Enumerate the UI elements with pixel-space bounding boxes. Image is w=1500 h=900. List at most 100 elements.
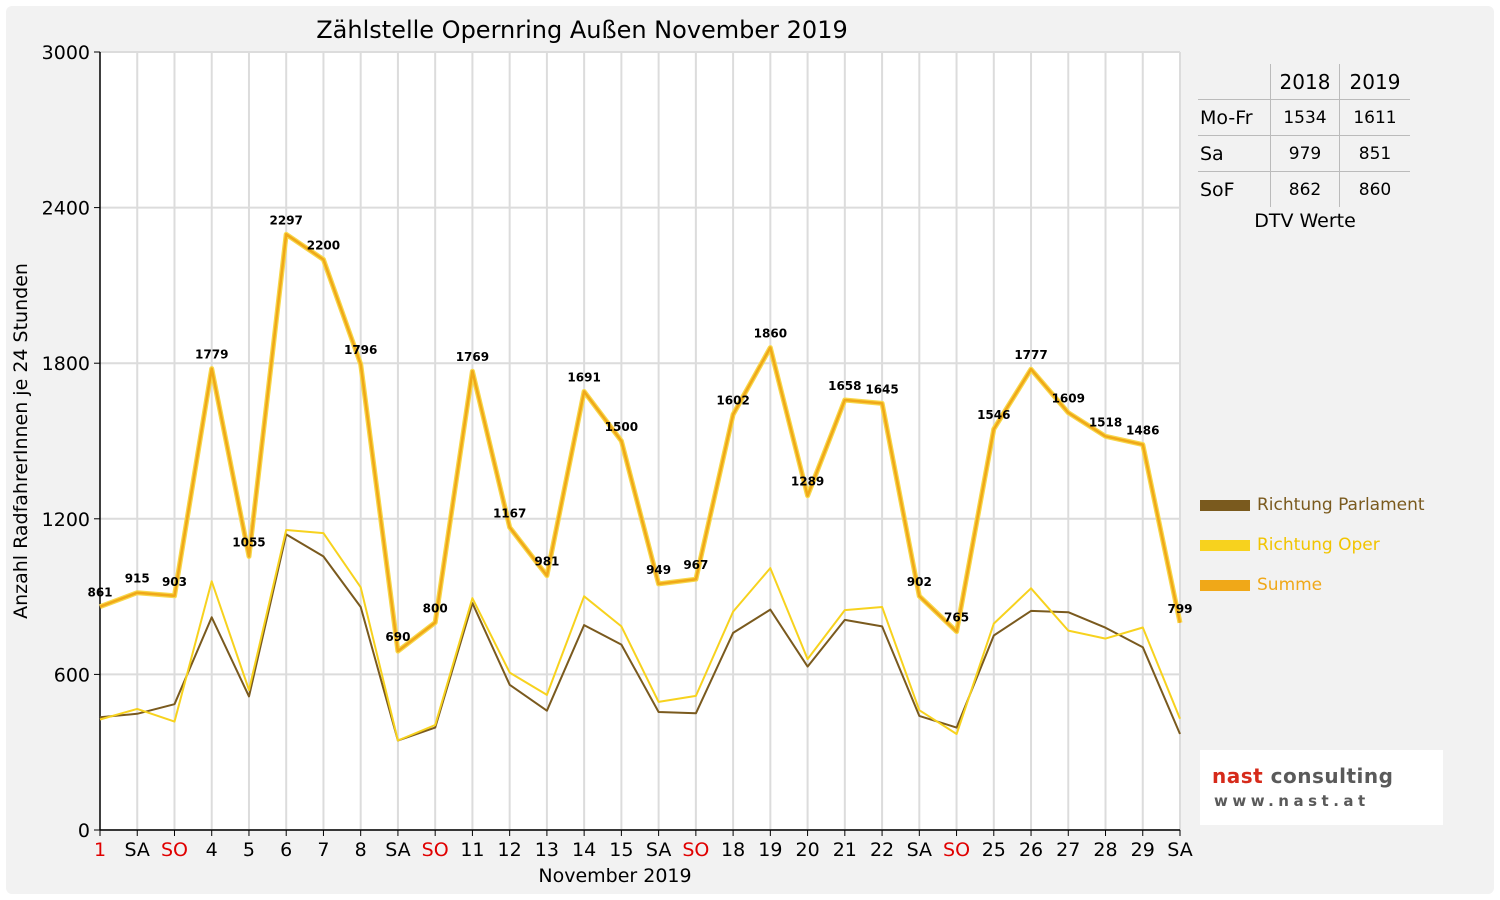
legend-swatch (1200, 499, 1250, 511)
x-tick-label: SA (907, 839, 932, 861)
y-tick-label: 0 (78, 820, 90, 842)
data-label: 1609 (1052, 392, 1085, 406)
data-label: 1500 (605, 420, 638, 434)
data-label: 1691 (567, 370, 600, 384)
legend-item-summe: Summe (1200, 575, 1322, 595)
dtv-row-label: Mo-Fr (1198, 99, 1271, 136)
dtv-header-empty (1198, 64, 1271, 100)
legend-swatch (1200, 579, 1250, 591)
dtv-table: 2018 2019 Mo-Fr 1534 1611 Sa 979 851 SoF… (1198, 64, 1410, 207)
y-tick-label: 1800 (42, 353, 90, 375)
x-tick-label: 26 (1019, 839, 1043, 861)
data-labels: 861 915 903 1779 1055 2297 2200 1796 690 800 1769 1… (87, 213, 1192, 644)
y-axis-label: Anzahl RadfahrerInnen je 24 Stunden (10, 263, 32, 619)
logo-wordmark: nast consulting (1212, 764, 1393, 788)
dtv-row-sa: Sa 979 851 (1198, 135, 1410, 172)
dtv-cell-2019: 851 (1339, 135, 1410, 172)
series-line-2 (99, 233, 1182, 653)
chart-title: Zählstelle Opernring Außen November 2019 (316, 16, 848, 44)
x-tick-label: SO (943, 839, 970, 861)
series-line-0 (99, 533, 1181, 742)
data-label: 861 (87, 586, 112, 600)
x-axis-label: November 2019 (538, 865, 691, 887)
y-tick-label: 1200 (42, 509, 90, 531)
x-tick-label: 6 (280, 839, 292, 861)
x-tick-label: 12 (498, 839, 522, 861)
x-tick-label: 7 (317, 839, 329, 861)
x-tick-label: SA (1167, 839, 1192, 861)
data-label: 1796 (344, 343, 377, 357)
dtv-cell-2019: 860 (1339, 171, 1410, 207)
legend-item-parlament: Richtung Parlament (1200, 495, 1425, 515)
dtv-row-sof: SoF 862 860 (1198, 171, 1410, 207)
data-label: 1860 (754, 327, 787, 341)
data-label: 967 (683, 558, 708, 572)
data-label: 1167 (493, 506, 526, 520)
data-label: 902 (907, 575, 932, 589)
series-line-1 (99, 529, 1181, 742)
dtv-caption: DTV Werte (1254, 210, 1356, 232)
tick-labels: 0 600 1200 1800 2400 3000 1 SA SO 4 5 6 7 8 SA SO 11 12 13… (42, 42, 1193, 861)
legend-item-oper: Richtung Oper (1200, 535, 1380, 555)
x-tick-label: SA (385, 839, 410, 861)
dtv-row-label: Sa (1198, 135, 1271, 172)
y-tick-label: 3000 (42, 42, 90, 64)
data-label: 915 (125, 572, 150, 586)
dtv-header-2018: 2018 (1270, 64, 1340, 100)
data-label: 903 (162, 575, 187, 589)
dtv-row-mofr: Mo-Fr 1534 1611 (1198, 99, 1410, 136)
x-tick-label: 21 (833, 839, 857, 861)
data-label: 1546 (977, 408, 1010, 422)
x-tick-label: 8 (355, 839, 367, 861)
data-label: 2200 (307, 238, 340, 252)
x-tick-label: 15 (609, 839, 633, 861)
x-tick-label: 28 (1093, 839, 1117, 861)
axes (94, 51, 1181, 836)
data-label: 765 (944, 611, 969, 625)
data-label: 1602 (716, 394, 749, 408)
data-label: 1055 (232, 535, 265, 549)
data-label: 1645 (865, 382, 898, 396)
legend-label: Richtung Oper (1257, 535, 1380, 555)
logo-url: www.nast.at (1214, 792, 1370, 810)
x-tick-label: 27 (1056, 839, 1080, 861)
data-label: 800 (423, 602, 448, 616)
x-tick-label: 29 (1131, 839, 1155, 861)
data-label: 799 (1167, 602, 1192, 616)
y-tick-label: 2400 (42, 198, 90, 220)
plot-area (100, 52, 1180, 830)
x-tick-label: 13 (535, 839, 559, 861)
x-tick-label: 25 (982, 839, 1006, 861)
data-label: 1658 (828, 379, 861, 393)
company-logo: nast consulting www.nast.at (1200, 750, 1443, 825)
x-tick-label: SO (161, 839, 188, 861)
x-tick-label: 11 (460, 839, 484, 861)
data-label: 981 (534, 555, 559, 569)
data-label: 1289 (791, 475, 824, 489)
logo-text-nast: nast (1212, 764, 1264, 788)
legend-label: Richtung Parlament (1257, 495, 1425, 515)
x-tick-label: SA (125, 839, 150, 861)
dtv-cell-2018: 1534 (1270, 99, 1340, 136)
dtv-table-header: 2018 2019 (1198, 64, 1410, 100)
data-label: 949 (646, 563, 671, 577)
data-label: 1779 (195, 348, 228, 362)
x-tick-label: 19 (758, 839, 782, 861)
x-tick-label: 1 (94, 839, 106, 861)
x-tick-label: SO (682, 839, 709, 861)
data-label: 690 (385, 630, 410, 644)
x-tick-label: 5 (243, 839, 255, 861)
series-lines (99, 231, 1183, 742)
dtv-cell-2018: 862 (1270, 171, 1340, 207)
data-label: 1769 (456, 350, 489, 364)
x-tick-label: 18 (721, 839, 745, 861)
dtv-header-2019: 2019 (1339, 64, 1410, 100)
logo-text-consulting: consulting (1263, 764, 1394, 788)
data-label: 1518 (1089, 415, 1122, 429)
dtv-cell-2018: 979 (1270, 135, 1340, 172)
x-tick-label: 22 (870, 839, 894, 861)
x-tick-label: SO (422, 839, 449, 861)
y-tick-label: 600 (54, 664, 90, 686)
legend-swatch (1200, 539, 1250, 551)
